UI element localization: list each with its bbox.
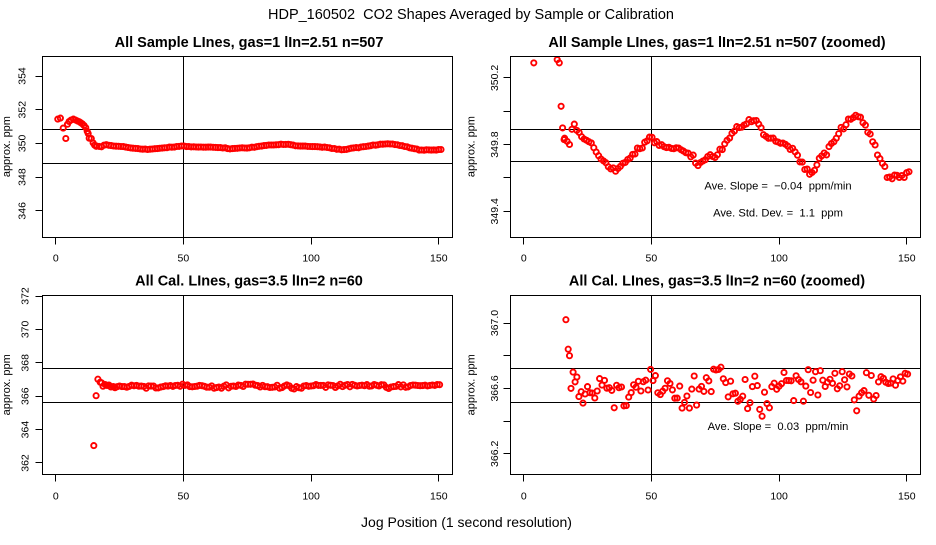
svg-text:0: 0 [53, 253, 59, 265]
svg-text:366.2: 366.2 [489, 441, 501, 467]
svg-text:352: 352 [16, 101, 28, 119]
svg-text:approx. ppm: approx. ppm [466, 354, 478, 415]
svg-text:approx. ppm: approx. ppm [1, 354, 13, 415]
svg-text:0: 0 [521, 491, 527, 503]
svg-text:100: 100 [770, 491, 788, 503]
svg-text:370: 370 [19, 320, 31, 338]
svg-text:All Sample LInes, gas=1 lIn=2.: All Sample LInes, gas=1 lIn=2.51 n=507 (… [548, 35, 885, 51]
svg-text:349.8: 349.8 [489, 131, 501, 157]
svg-text:Jog Position (1 second resolut: Jog Position (1 second resolution) [361, 514, 572, 530]
svg-text:346: 346 [16, 202, 28, 220]
svg-text:approx. ppm: approx. ppm [1, 116, 13, 177]
svg-text:372: 372 [19, 287, 31, 305]
svg-text:Ave. Slope = −0.04 ppm/min: Ave. Slope = −0.04 ppm/min [704, 181, 851, 193]
svg-text:150: 150 [430, 491, 448, 503]
svg-text:All Cal. LInes, gas=3.5 lIn=2: All Cal. LInes, gas=3.5 lIn=2 n=60 (zoom… [569, 274, 865, 290]
svg-text:HDP_160502 CO2 Shapes Average: HDP_160502 CO2 Shapes Averaged by Sample… [268, 7, 674, 23]
svg-text:349.4: 349.4 [489, 198, 501, 224]
svg-text:100: 100 [302, 491, 320, 503]
svg-text:367.0: 367.0 [489, 310, 501, 336]
svg-text:350.2: 350.2 [489, 65, 501, 91]
svg-text:Ave. Std. Dev. = 1.1 ppm: Ave. Std. Dev. = 1.1 ppm [713, 208, 843, 220]
svg-text:0: 0 [521, 253, 527, 265]
svg-text:50: 50 [178, 253, 190, 265]
svg-text:100: 100 [770, 253, 788, 265]
svg-text:354: 354 [16, 67, 28, 85]
svg-text:approx. ppm: approx. ppm [466, 116, 478, 177]
svg-text:150: 150 [430, 253, 448, 265]
svg-text:50: 50 [178, 491, 190, 503]
svg-text:350: 350 [16, 134, 28, 152]
svg-text:All Cal. LInes, gas=3.5 lIn=2: All Cal. LInes, gas=3.5 lIn=2 n=60 [135, 274, 363, 290]
svg-text:Ave. Slope = 0.03 ppm/min: Ave. Slope = 0.03 ppm/min [708, 421, 849, 433]
svg-text:All Sample LInes, gas=1 lIn=2.: All Sample LInes, gas=1 lIn=2.51 n=507 [115, 35, 384, 51]
svg-text:150: 150 [898, 253, 916, 265]
svg-text:50: 50 [646, 491, 658, 503]
svg-text:100: 100 [302, 253, 320, 265]
svg-text:362: 362 [19, 454, 31, 472]
svg-text:50: 50 [646, 253, 658, 265]
svg-text:366.6: 366.6 [489, 375, 501, 401]
svg-text:368: 368 [19, 354, 31, 372]
svg-text:0: 0 [53, 491, 59, 503]
svg-text:150: 150 [898, 491, 916, 503]
svg-text:366: 366 [19, 387, 31, 405]
svg-text:364: 364 [19, 421, 31, 439]
svg-text:348: 348 [16, 168, 28, 186]
